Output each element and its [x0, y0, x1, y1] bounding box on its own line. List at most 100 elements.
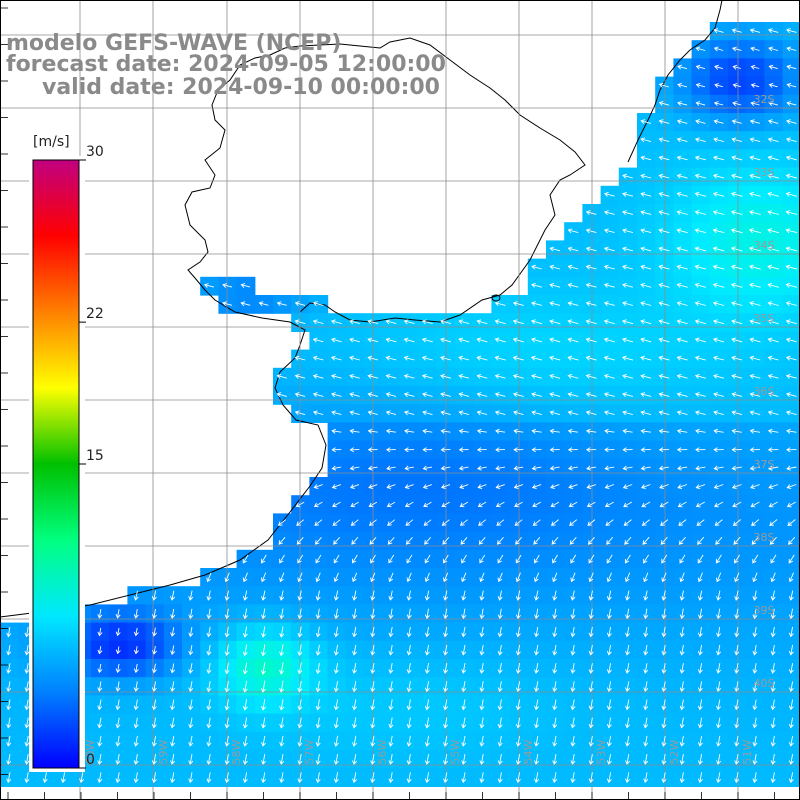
wind-arrow: [676, 228, 688, 234]
wind-arrow: [749, 355, 761, 361]
wind-arrow: [622, 301, 634, 307]
wind-arrow: [750, 484, 760, 490]
wind-arrow: [188, 608, 194, 620]
wind-arrow: [333, 537, 341, 545]
wind-arrow: [515, 572, 521, 583]
wind-arrow: [661, 717, 667, 729]
wind-arrow: [388, 626, 394, 638]
wind-arrow: [697, 572, 703, 583]
wind-arrow: [385, 373, 397, 379]
wind-arrow: [585, 392, 597, 398]
wind-arrow: [732, 101, 742, 107]
wind-arrow: [732, 501, 742, 508]
wind-arrow: [785, 282, 798, 288]
wind-arrow: [552, 608, 558, 620]
wind-arrow: [549, 337, 561, 343]
wind-arrow: [404, 465, 414, 471]
wind-arrow: [424, 608, 430, 620]
wind-arrow: [441, 519, 450, 526]
wind-arrow: [461, 681, 467, 693]
wind-arrow: [314, 519, 323, 526]
colorbar-tick-label: 22: [86, 306, 104, 322]
wind-arrow: [678, 536, 686, 545]
wind-arrow: [222, 301, 233, 307]
wind-arrow: [567, 465, 578, 471]
wind-arrow: [367, 465, 378, 471]
wind-arrow: [658, 210, 670, 216]
wind-arrow: [714, 83, 723, 88]
wind-arrow: [513, 447, 524, 453]
wind-arrow: [495, 484, 505, 489]
wind-arrow: [476, 355, 488, 361]
wind-arrow: [552, 754, 558, 765]
wind-arrow: [6, 645, 12, 656]
wind-arrow: [294, 410, 306, 416]
wind-arrow: [115, 754, 121, 765]
wind-arrow: [279, 680, 285, 693]
wind-arrow: [643, 644, 649, 656]
wind-arrow: [603, 337, 615, 343]
wind-arrow: [170, 627, 176, 637]
wind-arrow: [170, 754, 176, 765]
wind-arrow: [242, 699, 248, 711]
wind-arrow: [531, 410, 542, 416]
lon-label: 56W: [376, 739, 389, 764]
wind-arrow: [406, 699, 412, 711]
wind-arrow: [770, 572, 776, 583]
wind-arrow: [585, 410, 597, 416]
wind-arrow: [606, 626, 612, 638]
wind-arrow: [749, 210, 761, 215]
wind-arrow: [479, 644, 485, 656]
wind-arrow: [494, 392, 506, 398]
wind-arrow: [552, 717, 558, 729]
wind-arrow: [479, 590, 485, 601]
wind-arrow: [676, 119, 688, 125]
wind-arrow: [769, 536, 777, 545]
wind-arrow: [315, 644, 321, 656]
wind-arrow: [421, 319, 433, 325]
wind-arrow: [606, 608, 612, 620]
wind-arrow: [6, 772, 12, 784]
wind-arrow: [97, 754, 103, 765]
wind-arrow: [749, 465, 761, 471]
wind-arrow: [749, 119, 761, 125]
wind-arrow: [513, 428, 524, 434]
wind-arrow: [750, 64, 760, 70]
wind-arrow: [115, 772, 121, 784]
wind-arrow: [261, 772, 267, 784]
wind-arrow: [567, 337, 579, 343]
wind-arrow: [606, 681, 612, 693]
wind-arrow: [260, 554, 267, 564]
wind-arrow: [97, 699, 103, 711]
wind-arrow: [643, 572, 649, 583]
wind-arrow: [785, 173, 798, 179]
wind-arrow: [769, 519, 778, 527]
wind-arrow: [277, 519, 286, 526]
wind-arrow: [570, 572, 576, 583]
wind-arrow: [788, 554, 795, 564]
wind-arrow: [658, 137, 670, 143]
wind-arrow: [570, 644, 576, 656]
wind-arrow: [588, 554, 595, 564]
wind-arrow: [567, 410, 579, 416]
wind-arrow: [788, 626, 794, 638]
wind-arrow: [640, 373, 652, 379]
wind-arrow: [350, 484, 360, 489]
wind-arrow: [479, 754, 485, 765]
wind-arrow: [424, 554, 431, 564]
wind-arrow: [424, 699, 430, 711]
wind-arrow: [242, 590, 248, 601]
wind-arrow: [770, 644, 776, 656]
wind-arrow: [694, 282, 707, 288]
wind-arrow: [749, 337, 761, 343]
wind-arrow: [587, 536, 595, 545]
wind-arrow: [512, 355, 524, 361]
wind-arrow: [370, 590, 376, 601]
wind-arrow: [315, 699, 321, 711]
wind-arrow: [297, 590, 303, 601]
wind-arrow: [476, 428, 487, 434]
wind-arrow: [224, 754, 230, 765]
wind-arrow: [188, 645, 194, 656]
wind-arrow: [730, 264, 743, 270]
wind-arrow: [679, 699, 685, 711]
